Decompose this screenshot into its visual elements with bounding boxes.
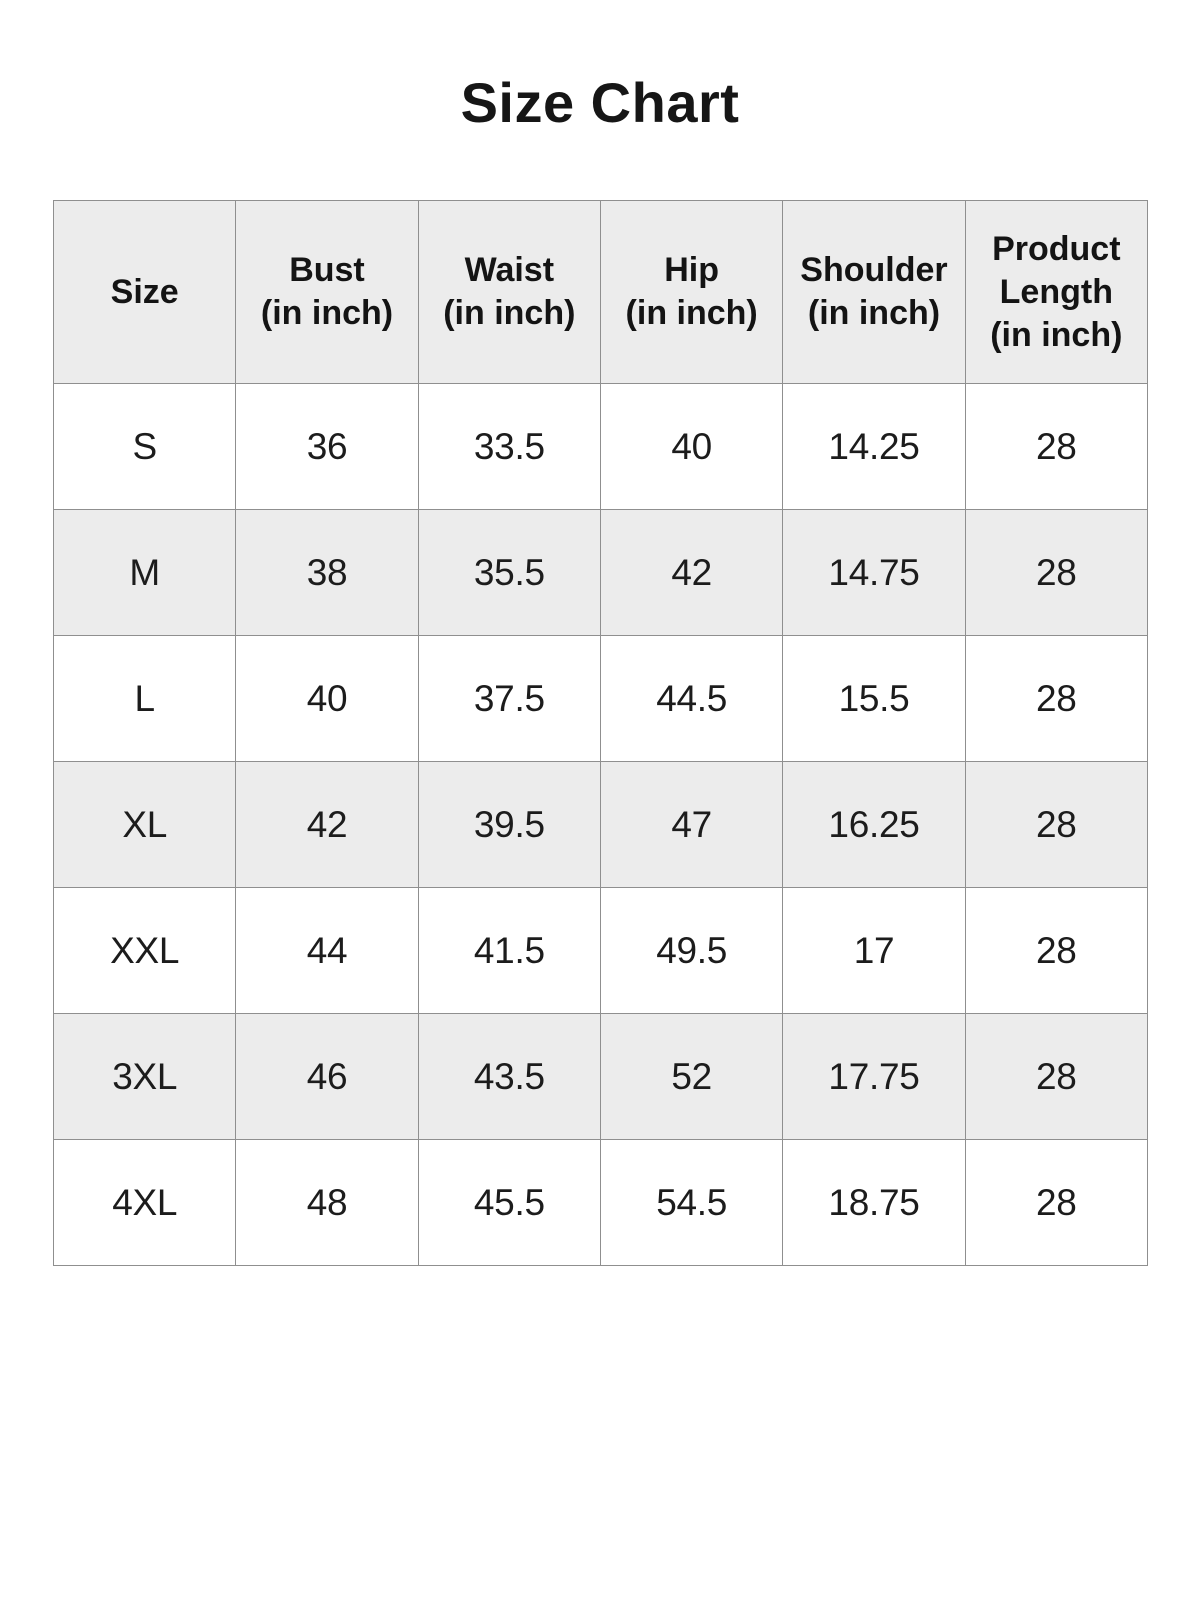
col-header-hip-unit: (in inch) [625,294,758,332]
table-row-l: L 40 37.5 44.5 15.5 28 [52,635,1149,762]
cell-bust: 44 [235,887,419,1014]
cell-hip: 49.5 [599,887,784,1014]
cell-hip: 54.5 [599,1139,784,1266]
col-header-hip-label: Hip [664,251,720,289]
cell-waist: 43.5 [417,1013,601,1140]
cell-shoulder: 16.25 [782,761,966,888]
cell-size: M [52,509,237,636]
cell-product-length: 28 [964,761,1149,888]
cell-shoulder: 14.25 [782,383,966,510]
page-title: Size Chart [460,71,740,134]
cell-bust: 36 [235,383,419,510]
cell-size: S [52,383,237,510]
col-header-hip: Hip (in inch) [599,200,784,384]
cell-shoulder: 18.75 [782,1139,966,1266]
col-header-bust-label: Bust [289,251,365,289]
cell-hip: 40 [599,383,784,510]
cell-shoulder: 15.5 [782,635,966,762]
table-row-4xl: 4XL 48 45.5 54.5 18.75 28 [52,1139,1149,1266]
cell-bust: 42 [235,761,419,888]
cell-size: 3XL [52,1013,237,1140]
col-header-bust-unit: (in inch) [260,294,394,332]
cell-product-length: 28 [964,383,1149,510]
col-header-shoulder-unit: (in inch) [807,294,941,332]
cell-bust: 40 [235,635,419,762]
cell-product-length: 28 [964,509,1149,636]
col-header-shoulder-label: Shoulder [800,251,948,289]
cell-waist: 37.5 [417,635,601,762]
cell-hip: 42 [599,509,784,636]
table-row-m: M 38 35.5 42 14.75 28 [52,509,1149,636]
cell-hip: 44.5 [599,635,784,762]
table-row-xxl: XXL 44 41.5 49.5 17 28 [52,887,1149,1014]
table-row-s: S 36 33.5 40 14.25 28 [52,383,1149,510]
size-chart-table: Size Bust (in inch) Waist (in inch) Hip … [52,200,1149,1266]
col-header-waist: Waist (in inch) [417,200,601,384]
cell-shoulder: 17.75 [782,1013,966,1140]
cell-product-length: 28 [964,1013,1149,1140]
col-header-product-length-label: Product Length [992,229,1121,311]
cell-bust: 48 [235,1139,419,1266]
col-header-product-length-unit: (in inch) [990,315,1123,354]
cell-size: 4XL [52,1139,237,1266]
col-header-size: Size [52,200,237,384]
table-header: Size Bust (in inch) Waist (in inch) Hip … [52,200,1149,384]
cell-waist: 35.5 [417,509,601,636]
cell-waist: 33.5 [417,383,601,510]
cell-waist: 39.5 [417,761,601,888]
table-row-xl: XL 42 39.5 47 16.25 28 [52,761,1149,888]
header-row: Size Bust (in inch) Waist (in inch) Hip … [52,200,1149,384]
cell-size: XXL [52,887,237,1014]
cell-size: L [52,635,237,762]
cell-shoulder: 17 [782,887,966,1014]
cell-bust: 38 [235,509,419,636]
cell-product-length: 28 [964,635,1149,762]
cell-hip: 52 [599,1013,784,1140]
cell-product-length: 28 [964,887,1149,1014]
table-row-3xl: 3XL 46 43.5 52 17.75 28 [52,1013,1149,1140]
cell-size: XL [52,761,237,888]
cell-shoulder: 14.75 [782,509,966,636]
col-header-waist-unit: (in inch) [443,294,576,332]
cell-product-length: 28 [964,1139,1149,1266]
cell-bust: 46 [235,1013,419,1140]
col-header-bust: Bust (in inch) [235,200,419,384]
col-header-waist-label: Waist [464,251,555,289]
table-body: S 36 33.5 40 14.25 28 M 38 35.5 42 14.75… [52,383,1149,1266]
col-header-product-length: Product Length (in inch) [964,200,1149,384]
col-header-shoulder: Shoulder (in inch) [782,200,966,384]
cell-waist: 45.5 [417,1139,601,1266]
cell-hip: 47 [599,761,784,888]
cell-waist: 41.5 [417,887,601,1014]
col-header-size-label: Size [110,272,179,311]
